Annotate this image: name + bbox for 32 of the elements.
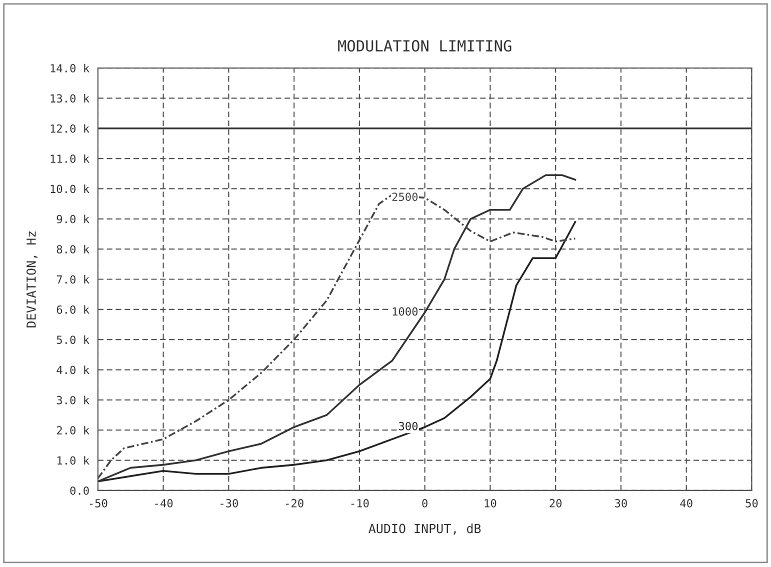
y-tick-label: 14.0 k — [50, 64, 90, 72]
y-tick-label: 1.0 k — [57, 456, 90, 465]
x-tick-label: -40 — [155, 499, 173, 508]
x-axis-title: AUDIO INPUT, dB — [368, 524, 481, 535]
x-tick-label: -30 — [220, 499, 238, 508]
series-label: 2500 — [392, 192, 418, 202]
x-tick-label: 20 — [550, 499, 562, 508]
series-label: 1000 — [392, 307, 418, 316]
x-tick-label: -10 — [351, 499, 369, 508]
x-tick-label: -20 — [286, 499, 304, 508]
y-tick-label: 12.0 k — [50, 124, 90, 133]
x-tick-label: 40 — [680, 499, 692, 508]
y-tick-label: 6.0 k — [56, 305, 90, 314]
x-tick-label: 50 — [746, 499, 758, 508]
y-tick-label: 10.0 k — [50, 184, 90, 194]
y-tick-label: 8.0 k — [56, 244, 90, 254]
chart-title: MODULATION LIMITING — [338, 40, 512, 52]
x-tick-label: 30 — [615, 499, 627, 508]
y-tick-label: 3.0 k — [56, 396, 90, 404]
x-tick-label: 10 — [484, 499, 496, 508]
y-tick-label: 4.0 k — [56, 366, 90, 374]
y-tick-label: 13.0 k — [50, 94, 90, 103]
y-tick-label: 11.0 k — [50, 154, 90, 163]
y-tick-label: 9.0 k — [56, 214, 90, 224]
y-tick-label: 5.0 k — [56, 335, 90, 344]
y-tick-label: 7.0 k — [56, 275, 90, 284]
y-axis-title: DEVIATION, Hz — [26, 232, 38, 328]
y-tick-label: 2.0 k — [56, 426, 90, 435]
y-tick-label: 0.0 — [70, 486, 89, 495]
series-label: 300 — [398, 422, 418, 430]
x-tick-label: -50 — [90, 499, 108, 508]
x-tick-label: 0 — [422, 499, 428, 508]
